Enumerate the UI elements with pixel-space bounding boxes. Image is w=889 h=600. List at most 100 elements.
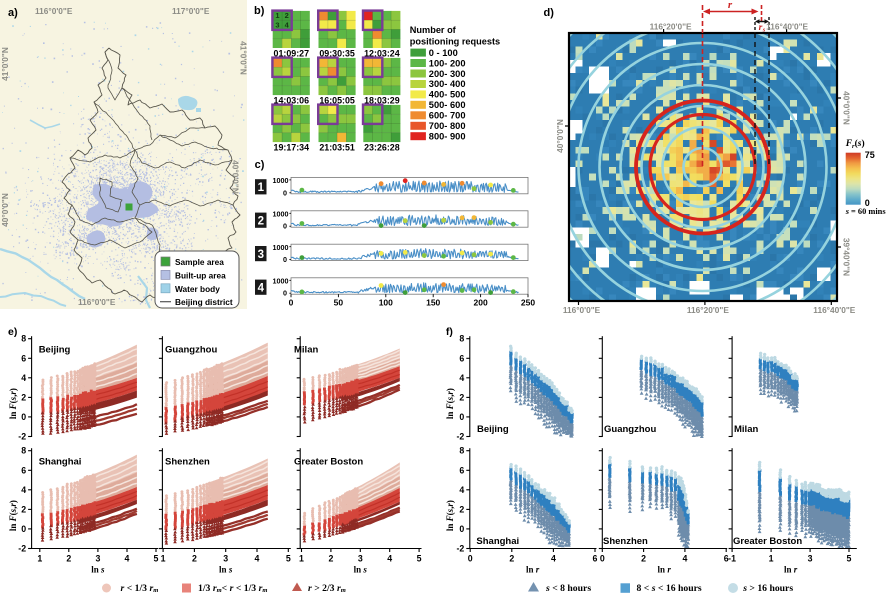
svg-text:41°0'0"N: 41°0'0"N	[0, 47, 10, 81]
svg-text:6: 6	[21, 465, 26, 475]
svg-text:e): e)	[8, 326, 17, 338]
svg-text:23:26:28: 23:26:28	[364, 143, 400, 153]
svg-text:Sample area: Sample area	[175, 257, 224, 267]
svg-text:400- 500: 400- 500	[429, 90, 466, 100]
svg-text:1: 1	[258, 182, 265, 194]
svg-text:40°0'0"N: 40°0'0"N	[0, 193, 10, 227]
svg-text:4: 4	[285, 21, 290, 30]
svg-text:Shenzhen: Shenzhen	[165, 457, 210, 468]
svg-text:116°20'0"E: 116°20'0"E	[687, 305, 729, 315]
svg-text:41°0'0"N: 41°0'0"N	[239, 41, 249, 75]
svg-text:1000: 1000	[273, 210, 289, 219]
svg-text:1: 1	[161, 554, 166, 564]
svg-text:200: 200	[474, 298, 488, 308]
svg-text:0: 0	[459, 524, 464, 534]
svg-text:r: r	[728, 0, 733, 11]
svg-text:3: 3	[258, 249, 264, 261]
svg-text:r > 2/3 rm: r > 2/3 rm	[308, 583, 346, 594]
svg-text:6: 6	[724, 554, 729, 564]
svg-text:2: 2	[328, 554, 333, 564]
svg-text:75: 75	[865, 150, 875, 160]
svg-text:ln s: ln s	[354, 565, 368, 575]
svg-text:r: r	[759, 23, 763, 33]
svg-text:5: 5	[847, 554, 852, 564]
svg-text:1/3 rm< r < 1/3 rm: 1/3 rm< r < 1/3 rm	[198, 583, 267, 594]
svg-text:0: 0	[459, 412, 464, 422]
svg-text:4: 4	[21, 373, 26, 383]
svg-text:40°0'0"N: 40°0'0"N	[231, 160, 241, 194]
svg-text:4: 4	[387, 554, 392, 564]
svg-text:2: 2	[641, 554, 646, 564]
svg-text:2: 2	[258, 215, 264, 227]
svg-text:1000: 1000	[273, 277, 289, 286]
svg-text:116°0'0"E: 116°0'0"E	[35, 6, 73, 16]
svg-text:c): c)	[255, 159, 265, 171]
svg-text:1: 1	[769, 554, 774, 564]
svg-text:3: 3	[808, 554, 813, 564]
svg-text:3: 3	[223, 554, 228, 564]
svg-text:300- 400: 300- 400	[429, 79, 466, 89]
svg-text:Water body: Water body	[175, 284, 220, 294]
svg-text:700- 800: 700- 800	[429, 121, 466, 131]
svg-text:-2: -2	[18, 544, 26, 554]
svg-text:d): d)	[544, 7, 555, 19]
svg-text:150: 150	[426, 298, 440, 308]
svg-text:0: 0	[21, 524, 26, 534]
svg-text:3: 3	[95, 554, 100, 564]
svg-text:100- 200: 100- 200	[429, 58, 466, 68]
svg-text:1: 1	[37, 554, 42, 564]
svg-text:8 < s < 16 hours: 8 < s < 16 hours	[637, 583, 702, 594]
svg-text:5: 5	[286, 554, 291, 564]
svg-text:1: 1	[275, 11, 279, 20]
svg-text:-2: -2	[456, 432, 464, 442]
svg-text:4: 4	[459, 373, 464, 383]
svg-text:200- 300: 200- 300	[429, 69, 466, 79]
svg-text:2: 2	[21, 392, 26, 402]
svg-text:ln F(s,r): ln F(s,r)	[445, 500, 455, 531]
svg-text:r < 1/3 rm: r < 1/3 rm	[121, 583, 159, 594]
svg-text:117°0'0"E: 117°0'0"E	[172, 6, 210, 16]
svg-text:Shanghai: Shanghai	[39, 457, 82, 468]
svg-text:2: 2	[192, 554, 197, 564]
svg-text:5: 5	[154, 554, 159, 564]
svg-text:16:05:05: 16:05:05	[319, 96, 355, 106]
svg-text:4: 4	[125, 554, 130, 564]
svg-text:1000: 1000	[273, 243, 289, 252]
svg-text:-1: -1	[728, 554, 736, 564]
svg-text:0 - 100: 0 - 100	[429, 48, 458, 58]
svg-text:1000: 1000	[273, 176, 289, 185]
svg-text:1: 1	[299, 554, 304, 564]
svg-text:0: 0	[283, 188, 287, 197]
svg-text:0: 0	[865, 198, 870, 208]
svg-text:ln F(s,r): ln F(s,r)	[445, 388, 455, 419]
svg-text:Milan: Milan	[294, 345, 318, 356]
svg-text:09:30:35: 09:30:35	[319, 49, 355, 59]
svg-text:2: 2	[285, 11, 289, 20]
svg-text:6: 6	[21, 353, 26, 363]
svg-text:s = 60 mins: s = 60 mins	[845, 207, 887, 216]
svg-text:Greater Boston: Greater Boston	[294, 457, 363, 468]
svg-text:4: 4	[551, 554, 556, 564]
svg-text:s > 16 hours: s > 16 hours	[742, 583, 793, 594]
svg-text:3: 3	[275, 21, 279, 30]
svg-text:Guangzhou: Guangzhou	[604, 424, 656, 435]
svg-text:s < 8 hours: s < 8 hours	[545, 583, 591, 594]
svg-text:ln r: ln r	[658, 565, 672, 575]
svg-text:14:03:06: 14:03:06	[274, 96, 310, 106]
svg-text:500- 600: 500- 600	[429, 100, 466, 110]
svg-text:0: 0	[21, 412, 26, 422]
svg-text:12:03:24: 12:03:24	[364, 49, 400, 59]
svg-text:6: 6	[459, 465, 464, 475]
svg-text:Shenzhen: Shenzhen	[603, 536, 648, 547]
svg-text:40°0'0"N: 40°0'0"N	[842, 91, 852, 125]
svg-text:8: 8	[21, 334, 26, 344]
svg-text:Greater Boston: Greater Boston	[733, 536, 802, 547]
svg-text:116°40'0"E: 116°40'0"E	[813, 305, 855, 315]
svg-text:4: 4	[255, 554, 260, 564]
svg-text:4: 4	[21, 485, 26, 495]
svg-text:8: 8	[459, 334, 464, 344]
svg-text:ln s: ln s	[219, 565, 233, 575]
svg-text:Guangzhou: Guangzhou	[165, 345, 217, 356]
svg-text:18:03:29: 18:03:29	[364, 96, 400, 106]
svg-text:-2: -2	[18, 432, 26, 442]
